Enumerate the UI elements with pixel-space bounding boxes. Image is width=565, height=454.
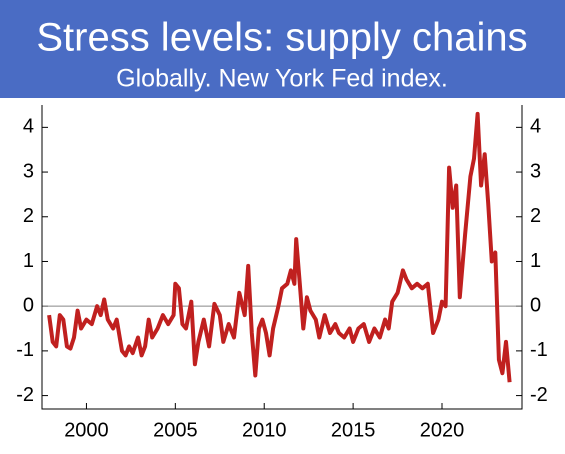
y-tick-label: 2 bbox=[23, 205, 34, 227]
y-tick-label: 4 bbox=[23, 116, 34, 138]
chart-subtitle: Globally. New York Fed index. bbox=[116, 65, 448, 93]
y2-tick-label: -2 bbox=[530, 384, 548, 406]
y2-tick-label: -1 bbox=[530, 339, 548, 361]
x-tick-label: 2000 bbox=[64, 419, 109, 441]
y-tick-label: -2 bbox=[16, 384, 34, 406]
y-tick-label: 0 bbox=[23, 294, 34, 316]
x-tick-label: 2005 bbox=[153, 419, 198, 441]
y2-tick-label: 1 bbox=[530, 250, 541, 272]
data-line bbox=[47, 111, 512, 383]
y2-tick-label: 0 bbox=[530, 294, 541, 316]
y2-tick-label: 3 bbox=[530, 160, 541, 182]
y-tick-label: 1 bbox=[23, 250, 34, 272]
x-tick-label: 2020 bbox=[420, 419, 465, 441]
chart-title: Stress levels: supply chains bbox=[36, 16, 527, 60]
y-tick-label: -1 bbox=[16, 339, 34, 361]
y-tick-label: 3 bbox=[23, 160, 34, 182]
title-banner bbox=[0, 0, 565, 98]
y2-tick-label: 4 bbox=[530, 116, 541, 138]
x-tick-label: 2015 bbox=[331, 419, 376, 441]
axis-frame bbox=[41, 105, 523, 410]
y2-tick-label: 2 bbox=[530, 205, 541, 227]
x-tick-label: 2010 bbox=[242, 419, 287, 441]
